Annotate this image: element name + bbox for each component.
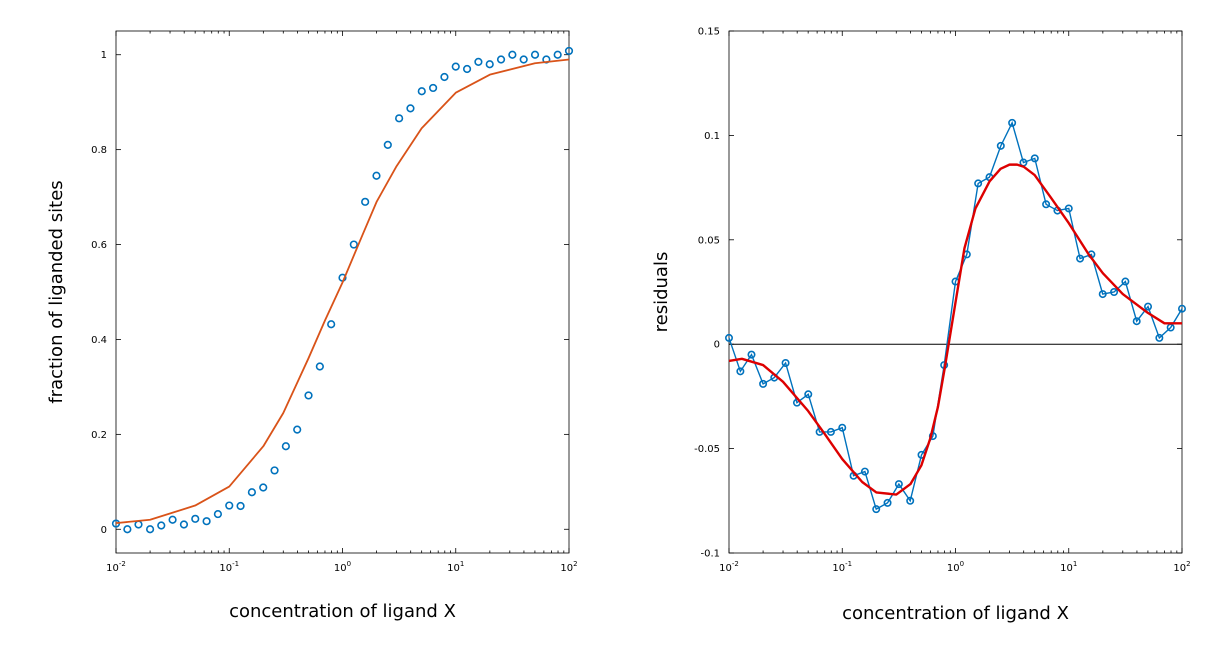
chart-0-data-point [304, 391, 313, 400]
chart-0-data-point [179, 520, 189, 529]
chart-0-xtick-label: 101 [447, 560, 464, 574]
chart-0-plot-frame [115, 30, 570, 554]
chart-0-y-axis-label: fraction of liganded sites [46, 180, 67, 403]
chart-1-data-point [1155, 333, 1164, 342]
chart-1-data-point [1110, 287, 1119, 296]
chart-1-data-point [894, 480, 903, 489]
chart-1-xtick-label: 10-2 [719, 560, 739, 574]
chart-0-xtick-label: 102 [560, 560, 577, 574]
chart-0-data-point [406, 104, 415, 113]
chart-1-data-point [1098, 290, 1107, 299]
chart-1-ytick-label: -0.1 [700, 549, 720, 560]
chart-0-data-point [349, 240, 358, 249]
chart-1-data-point [747, 350, 756, 359]
chart-0-data-point [327, 320, 336, 329]
chart-0-xtick-label: 10-1 [219, 560, 239, 574]
chart-1-ytick-label: 0.1 [704, 131, 720, 142]
residuals-chart: -0.1 -0.05 0 0.05 0.1 0.15 10-2 10-1 100 101 102 co… [651, 27, 1191, 625]
chart-1-xtick-label: 100 [947, 560, 964, 574]
chart-1-data-point [838, 423, 847, 432]
chart-0-data-point [123, 525, 132, 534]
chart-1-data-point [804, 390, 813, 399]
chart-0-data-point [247, 488, 257, 497]
chart-1-xtick-label: 10-1 [832, 560, 852, 574]
chart-1-data-point [1008, 118, 1017, 127]
chart-0-fit-curve [115, 58, 570, 524]
chart-1-data-point [759, 379, 768, 388]
chart-0-data-point [145, 525, 155, 534]
chart-0-data-point [519, 55, 528, 64]
chart-1-data-point [1132, 317, 1141, 326]
chart-1-xtick-label: 101 [1060, 560, 1077, 574]
chart-1-data-line [728, 120, 1183, 511]
chart-0-ytick-label: 0.2 [91, 430, 107, 441]
chart-0-data-point [270, 466, 279, 475]
chart-1-data-point [1042, 200, 1051, 209]
chart-1-data-point [860, 467, 869, 476]
chart-1-data-point [906, 496, 915, 505]
chart-0-data-point [429, 83, 438, 93]
chart-0-data-point [395, 114, 404, 123]
chart-1-fit-curve [728, 163, 1182, 496]
chart-1-x-axis-label: concentration of ligand X [842, 603, 1069, 624]
chart-0-data-point [417, 87, 426, 96]
chart-0-data-point [315, 362, 324, 371]
chart-0-xtick-label: 100 [334, 560, 351, 574]
chart-1-data-point [826, 427, 835, 436]
chart-1-data-point [996, 141, 1005, 150]
chart-0-data-point [485, 60, 494, 69]
chart-0-data-point [202, 517, 211, 526]
chart-0-ytick-label: 0.4 [91, 335, 107, 346]
chart-0-data-point [508, 50, 517, 59]
chart-0-data-point [213, 509, 223, 519]
chart-0-data-point [462, 64, 472, 74]
fraction-liganded-chart: 0 0.2 0.4 0.6 0.8 1 10-2 10-1 100 101 102 concentra… [46, 30, 578, 622]
chart-0-data-point [451, 62, 460, 71]
chart-0-ytick-label: 1 [101, 50, 107, 61]
chart-0-data-point [191, 514, 200, 523]
chart-0-data-point [474, 57, 483, 66]
chart-1-data-point [1144, 302, 1153, 311]
chart-0-data-point [564, 46, 574, 56]
chart-0-data-point [293, 425, 302, 434]
chart-1-xtick-label: 102 [1173, 560, 1190, 574]
chart-0-data-point [236, 501, 245, 511]
chart-1-data-point [1064, 204, 1073, 213]
chart-0-data-point [168, 515, 177, 524]
chart-1-data-point [1121, 277, 1130, 286]
chart-0-ytick-label: 0 [101, 525, 107, 536]
chart-0-data-point [281, 442, 290, 451]
chart-0-data-point [440, 72, 449, 82]
chart-1-y-axis-label: residuals [651, 252, 672, 333]
chart-1-data-point [781, 358, 790, 367]
chart-1-data-point [872, 505, 881, 514]
chart-0-data-point [157, 521, 166, 530]
chart-1-data-point [1076, 254, 1085, 263]
chart-1-ytick-label: 0 [714, 340, 720, 351]
chart-0-data-point [225, 501, 234, 510]
chart-1-data-point [724, 333, 733, 342]
chart-0-ytick-label: 0.6 [91, 240, 107, 251]
chart-0-data-point [553, 50, 562, 59]
chart-0-data-point [530, 50, 540, 59]
chart-0-data-point [496, 55, 506, 64]
chart-1-data-point [974, 179, 983, 188]
chart-1-ytick-label: -0.05 [694, 444, 720, 455]
chart-0-xtick-label: 10-2 [106, 560, 126, 574]
chart-0-data-point [383, 140, 392, 149]
chart-0-data-point [259, 483, 268, 492]
chart-1-ytick-label: 0.15 [698, 27, 720, 38]
chart-0-x-axis-label: concentration of ligand X [229, 601, 456, 622]
chart-0-data-point [134, 520, 143, 529]
chart-0-data-point [361, 197, 370, 206]
chart-0-ytick-label: 0.8 [91, 145, 107, 156]
chart-1-data-point [883, 498, 892, 507]
chart-1-data-point [736, 367, 745, 376]
chart-0-data-point [372, 171, 381, 180]
chart-1-data-point [1030, 154, 1039, 163]
chart-1-ytick-label: 0.05 [698, 235, 720, 246]
chart-1-data-point [1178, 304, 1187, 313]
